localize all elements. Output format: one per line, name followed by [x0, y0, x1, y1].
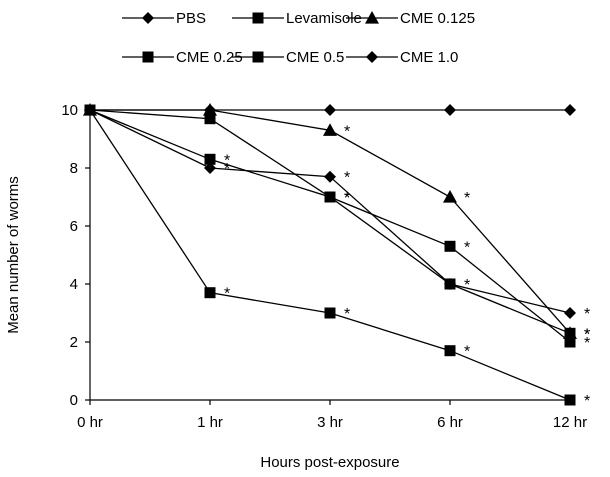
legend-item-cme-0-25: CME 0.25 — [122, 49, 243, 66]
data-point-cme-0-25 — [204, 113, 216, 125]
series-line-cme-1-0 — [89, 109, 571, 314]
significance-star: * — [584, 306, 590, 323]
legend-item-cme-1-0: CME 1.0 — [346, 49, 458, 66]
significance-star: * — [584, 393, 590, 410]
legend-label: Levamisole — [286, 10, 362, 27]
legend-item-cme-0-5: CME 0.5 — [232, 49, 344, 66]
significance-star: * — [224, 152, 230, 169]
significance-star: * — [344, 170, 350, 187]
data-point-cme-0-125 — [443, 190, 457, 203]
significance-marks: ***************** — [224, 123, 590, 410]
legend-item-pbs: PBS — [122, 10, 206, 27]
data-point-pbs — [324, 104, 336, 116]
legend-item-levamisole: Levamisole — [232, 10, 362, 27]
x-tick-label: 0 hr — [77, 414, 103, 431]
legend-marker — [142, 12, 154, 24]
data-point-cme-0-125 — [323, 123, 337, 136]
legend-label: PBS — [176, 10, 206, 27]
data-point-cme-1-0 — [324, 170, 336, 183]
data-point-pbs — [564, 104, 576, 116]
series-markers — [83, 103, 577, 406]
data-point-cme-0-25 — [564, 336, 576, 348]
x-axis-label: Hours post-exposure — [260, 454, 399, 471]
significance-star: * — [344, 190, 350, 207]
legend-label: CME 0.25 — [176, 49, 243, 66]
y-tick-label: 4 — [70, 276, 78, 293]
data-point-levamisole — [444, 345, 456, 357]
y-tick-label: 2 — [70, 334, 78, 351]
series-line-cme-0-5 — [89, 109, 571, 334]
y-axis-label: Mean number of worms — [5, 176, 22, 334]
y-tick-label: 10 — [61, 102, 78, 119]
significance-star: * — [584, 335, 590, 352]
data-point-cme-1-0 — [204, 162, 216, 174]
significance-star: * — [464, 239, 470, 256]
legend-label: CME 0.125 — [400, 10, 475, 27]
x-tick-label: 12 hr — [553, 414, 587, 431]
series-line-cme-0-125 — [90, 109, 571, 334]
legend-label: CME 1.0 — [400, 49, 458, 66]
data-point-levamisole — [324, 307, 336, 319]
significance-star: * — [584, 326, 590, 343]
legend-marker — [142, 51, 154, 63]
data-point-cme-0-5 — [564, 327, 576, 339]
significance-star: * — [344, 306, 350, 323]
data-point-cme-1-0 — [444, 278, 456, 290]
x-tick-label: 6 hr — [437, 414, 463, 431]
data-point-cme-0-125 — [203, 103, 217, 116]
y-tick-label: 8 — [70, 160, 78, 177]
significance-star: * — [344, 190, 350, 207]
legend-marker — [252, 51, 264, 63]
legend-marker — [252, 12, 264, 24]
data-point-cme-1-0 — [84, 104, 96, 116]
data-point-cme-0-25 — [444, 240, 456, 252]
significance-star: * — [464, 344, 470, 361]
significance-star: * — [344, 123, 350, 140]
legend-marker — [366, 51, 378, 63]
x-tick-label: 1 hr — [197, 414, 223, 431]
axes — [89, 110, 570, 401]
significance-star: * — [464, 190, 470, 207]
series-line-levamisole — [89, 109, 571, 401]
significance-star: * — [584, 326, 590, 343]
series-lines — [89, 109, 571, 401]
y-tick-label: 0 — [70, 392, 78, 409]
data-point-levamisole — [204, 287, 216, 299]
data-point-cme-1-0 — [564, 307, 576, 319]
tick-group: 0 2 4 6 8 10 0 hr 1 hr 3 hr 6 hr 12 hr — [61, 102, 587, 431]
data-point-pbs — [444, 104, 456, 116]
legend-marker — [365, 11, 379, 24]
data-point-cme-0-5 — [204, 153, 216, 165]
legend: PBS Levamisole CME 0.125 CME 0.25 CME 0.5 CME… — [122, 10, 475, 66]
significance-star: * — [224, 286, 230, 303]
x-tick-label: 3 hr — [317, 414, 343, 431]
legend-item-cme-0-125: CME 0.125 — [346, 10, 475, 27]
significance-star: * — [224, 161, 230, 178]
legend-label: CME 0.5 — [286, 49, 344, 66]
data-point-levamisole — [564, 394, 576, 406]
significance-star: * — [464, 277, 470, 294]
data-point-cme-0-5 — [324, 191, 336, 203]
y-tick-label: 6 — [70, 218, 78, 235]
